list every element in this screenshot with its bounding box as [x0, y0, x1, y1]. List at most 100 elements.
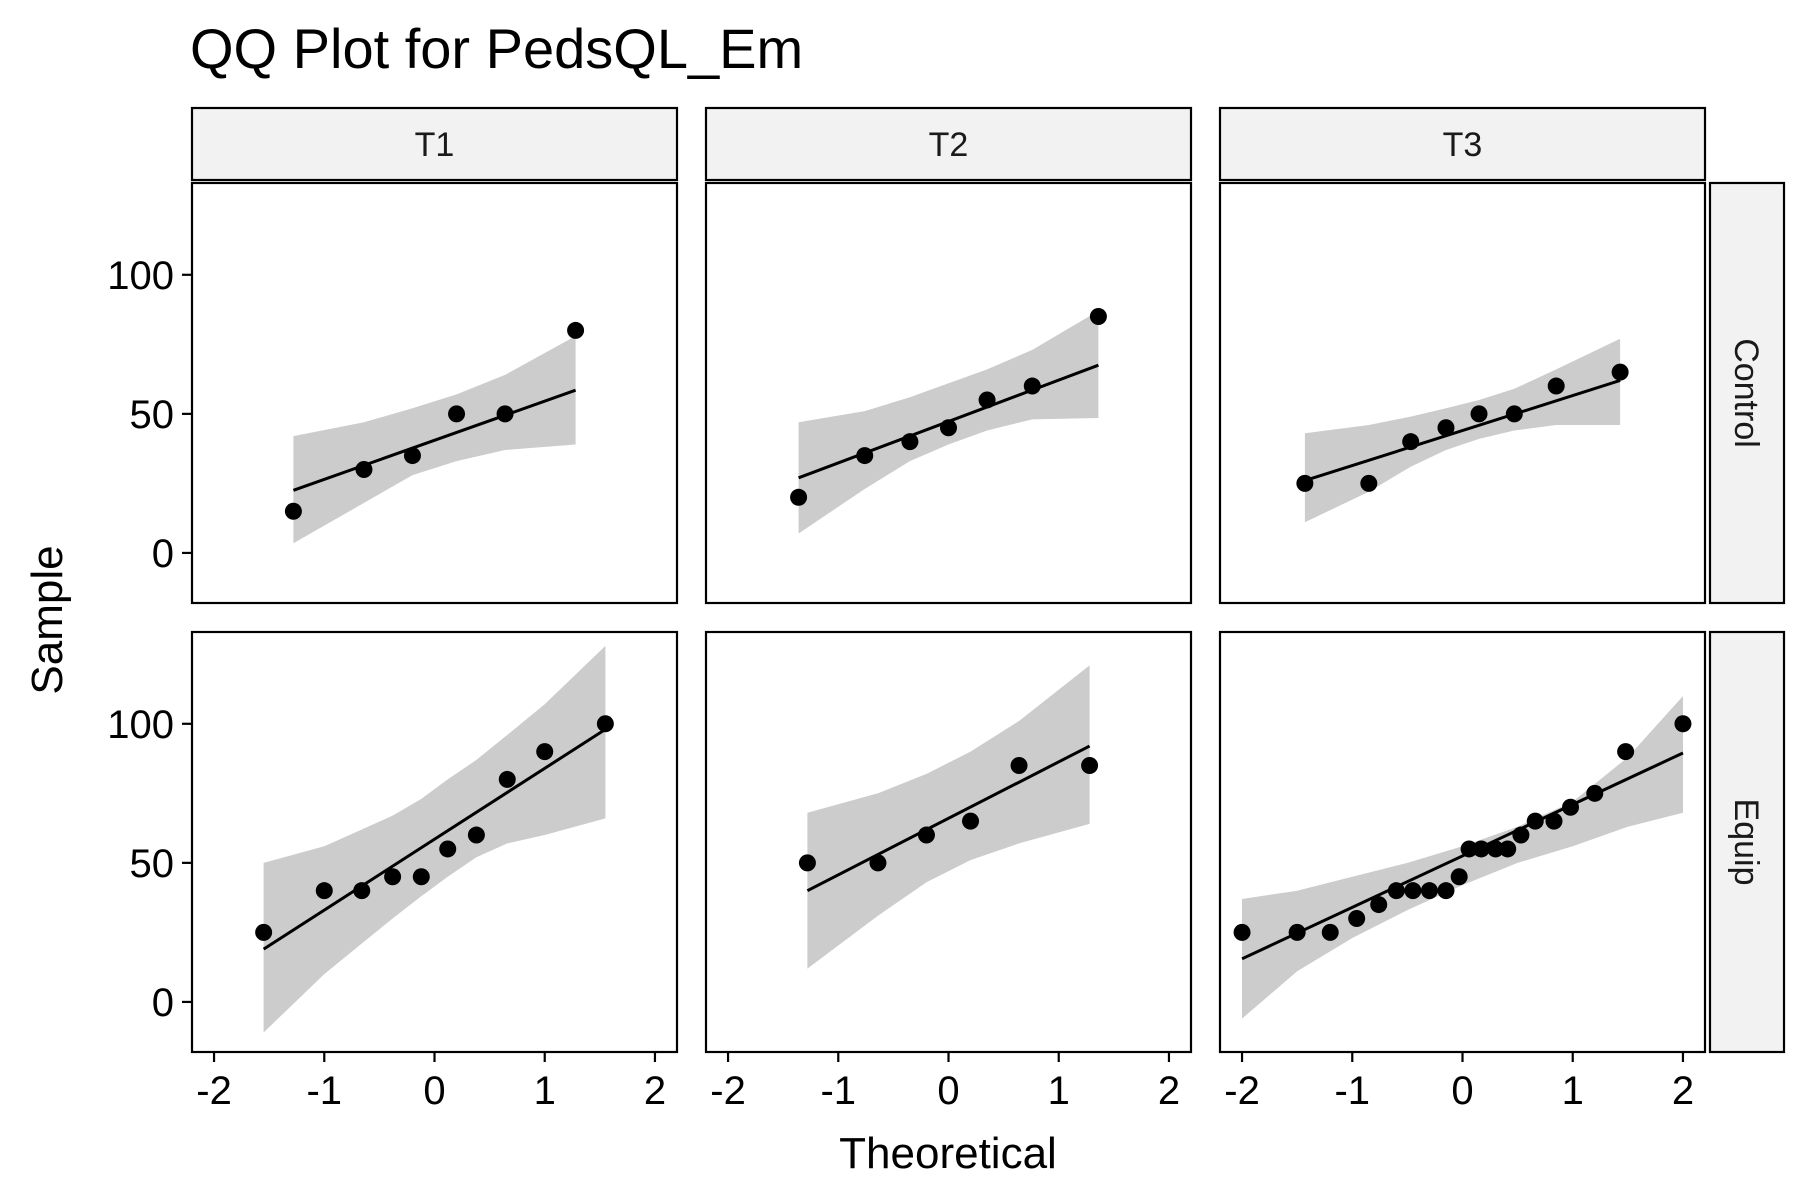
data-point — [467, 826, 485, 844]
data-point — [355, 460, 373, 478]
data-point — [596, 715, 614, 733]
data-point — [940, 419, 957, 437]
data-point — [798, 854, 816, 872]
strip-label-Control: Control — [1727, 338, 1765, 448]
data-point — [1617, 743, 1635, 761]
y-tick-label: 50 — [130, 842, 175, 886]
data-point — [1387, 882, 1405, 900]
reference-line — [806, 744, 1091, 893]
data-point — [1526, 812, 1544, 830]
data-point — [869, 854, 887, 872]
y-tick-label: 50 — [130, 393, 175, 437]
panel-frame — [1218, 181, 1707, 605]
data-point — [1611, 363, 1629, 381]
data-point — [1402, 433, 1420, 451]
data-point — [1545, 812, 1563, 830]
reference-line — [292, 388, 577, 492]
data-point — [496, 405, 514, 423]
y-tick-label: 0 — [152, 532, 174, 576]
panel-Equip-T3 — [1218, 630, 1707, 1054]
strip-label-T1: T1 — [415, 126, 455, 164]
data-point — [1674, 715, 1692, 733]
data-point — [1348, 909, 1366, 927]
x-tick-label: 1 — [1048, 1069, 1070, 1113]
chart-title: QQ Plot for PedsQL_Em — [190, 17, 803, 80]
data-point — [567, 321, 585, 339]
x-tick-label: -1 — [820, 1069, 856, 1113]
data-point — [353, 882, 371, 900]
data-point — [1450, 868, 1468, 886]
data-point — [403, 447, 421, 465]
panel-Equip-T2 — [704, 630, 1193, 1054]
data-point — [1370, 896, 1388, 914]
strip-col-T2 — [704, 106, 1193, 182]
data-point — [255, 923, 273, 941]
data-point — [1499, 840, 1517, 858]
strip-label-T3: T3 — [1443, 126, 1483, 164]
strip-row-Equip — [1708, 630, 1786, 1054]
data-point — [1472, 840, 1490, 858]
strip-col-T3 — [1218, 106, 1707, 182]
data-point — [1437, 882, 1455, 900]
strip-label-Equip: Equip — [1727, 799, 1765, 886]
data-point — [1470, 405, 1488, 423]
strip-row-Control — [1708, 181, 1786, 605]
x-axis-title: Theoretical — [839, 1129, 1057, 1178]
data-point — [1288, 923, 1306, 941]
data-point — [412, 868, 430, 886]
data-point — [790, 488, 808, 506]
y-tick-label: 100 — [107, 254, 174, 298]
data-point — [536, 743, 554, 761]
x-tick-label: -2 — [196, 1069, 232, 1113]
data-point — [1321, 923, 1339, 941]
strip-label-T2: T2 — [929, 126, 969, 164]
reference-line — [1304, 379, 1621, 483]
data-point — [1233, 923, 1251, 941]
x-tick-label: 2 — [1672, 1069, 1694, 1113]
reference-line — [1241, 751, 1684, 961]
x-tick-label: -1 — [1334, 1069, 1370, 1113]
data-point — [1487, 840, 1505, 858]
x-tick-label: 1 — [534, 1069, 556, 1113]
data-point — [1512, 826, 1530, 844]
data-point — [1360, 474, 1378, 492]
data-point — [856, 447, 874, 465]
x-tick-label: 0 — [423, 1069, 445, 1113]
data-point — [1089, 308, 1107, 326]
data-point — [284, 502, 302, 520]
x-tick-label: 0 — [937, 1069, 959, 1113]
x-tick-label: -2 — [1224, 1069, 1260, 1113]
x-tick-label: 2 — [1158, 1069, 1180, 1113]
strip-col-T1 — [190, 106, 679, 182]
x-tick-label: -1 — [306, 1069, 342, 1113]
y-tick-label: 0 — [152, 981, 174, 1025]
data-point — [1437, 419, 1455, 437]
data-point — [439, 840, 457, 858]
data-point — [1420, 882, 1438, 900]
panel-Control-T2 — [704, 181, 1193, 605]
reference-line — [262, 728, 607, 951]
data-point — [1562, 798, 1580, 816]
x-tick-label: 1 — [1562, 1069, 1584, 1113]
panel-Control-T1 — [190, 181, 679, 605]
data-point — [901, 433, 919, 451]
panel-Control-T3 — [1218, 181, 1707, 605]
data-point — [962, 812, 980, 830]
data-point — [1296, 474, 1314, 492]
data-point — [978, 391, 996, 409]
data-point — [1404, 882, 1422, 900]
data-point — [384, 868, 402, 886]
data-point — [1460, 840, 1478, 858]
panel-frame — [190, 181, 679, 605]
data-point — [1505, 405, 1523, 423]
data-point — [315, 882, 333, 900]
x-tick-label: 2 — [644, 1069, 666, 1113]
data-point — [917, 826, 935, 844]
y-axis-title: Sample — [23, 545, 72, 694]
data-point — [1010, 757, 1028, 775]
data-point — [1547, 377, 1565, 395]
data-point — [1081, 757, 1099, 775]
data-point — [448, 405, 466, 423]
